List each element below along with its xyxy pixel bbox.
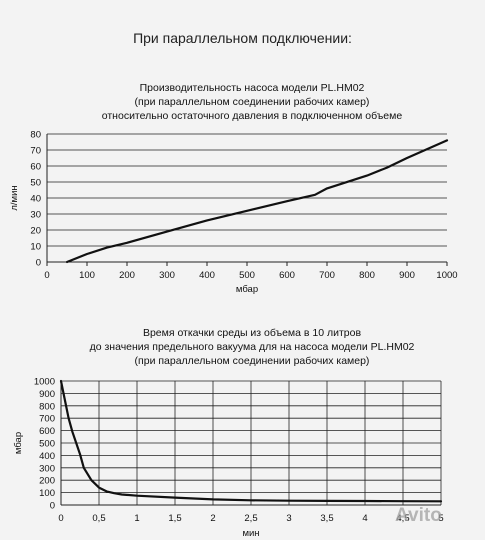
y-tick-label: 1000: [34, 377, 55, 388]
x-axis-label: мин: [242, 528, 259, 539]
page-heading: При параллельном подключении:: [133, 30, 352, 46]
y-tick-label: 0: [50, 501, 55, 512]
y-tick-label: 70: [30, 146, 41, 157]
x-tick-label: 500: [239, 270, 255, 281]
x-tick-label: 200: [119, 270, 135, 281]
x-tick-label: 1: [134, 513, 139, 524]
y-axis-label: мбар: [13, 432, 24, 454]
chart-title-line: до значения предельного вакуума для на н…: [90, 341, 415, 353]
chart-title-line: Время откачки среды из объема в 10 литро…: [143, 327, 362, 339]
x-tick-label: 1,5: [168, 513, 181, 524]
series-line: [65, 139, 449, 264]
x-tick-label: 4,5: [396, 513, 409, 524]
x-tick-label: 0,5: [92, 513, 105, 524]
x-tick-label: 2: [210, 513, 215, 524]
x-tick-label: 100: [79, 270, 95, 281]
avito-watermark: Avito: [395, 505, 442, 526]
chart-pumpdown-time: Время откачки среды из объема в 10 литро…: [13, 327, 444, 539]
x-tick-label: 3: [286, 513, 291, 524]
x-tick-label: 2,5: [244, 513, 257, 524]
y-tick-label: 40: [30, 194, 41, 205]
x-tick-label: 0: [58, 513, 63, 524]
x-tick-label: 1000: [436, 270, 457, 281]
y-tick-label: 50: [30, 178, 41, 189]
x-tick-label: 5: [438, 513, 443, 524]
y-tick-label: 0: [36, 258, 41, 269]
x-tick-label: 900: [399, 270, 415, 281]
y-tick-label: 10: [30, 242, 41, 253]
x-tick-label: 400: [199, 270, 215, 281]
y-tick-label: 60: [30, 162, 41, 173]
y-tick-label: 600: [39, 426, 55, 437]
y-axis-label: л/мин: [9, 185, 20, 210]
x-tick-label: 4: [362, 513, 367, 524]
series-line: [59, 379, 443, 503]
x-tick-label: 300: [159, 270, 175, 281]
chart-title-line: Производительность насоса модели PL.HM02: [140, 82, 365, 94]
chart-title-line: относительно остаточного давления в подк…: [102, 110, 403, 122]
y-tick-label: 20: [30, 226, 41, 237]
y-tick-label: 800: [39, 401, 55, 412]
y-tick-label: 900: [39, 389, 55, 400]
y-tick-label: 400: [39, 451, 55, 462]
x-tick-label: 0: [44, 270, 49, 281]
y-tick-label: 80: [30, 130, 41, 141]
x-tick-label: 3,5: [320, 513, 333, 524]
chart-title-line: (при параллельном соединении рабочих кам…: [135, 355, 370, 367]
x-tick-label: 600: [279, 270, 295, 281]
y-tick-label: 700: [39, 414, 55, 425]
x-tick-label: 700: [319, 270, 335, 281]
y-tick-label: 500: [39, 439, 55, 450]
chart-pump-performance: Производительность насоса модели PL.HM02…: [9, 82, 458, 295]
y-tick-label: 100: [39, 488, 55, 499]
x-axis-label: мбар: [236, 284, 258, 295]
y-tick-label: 300: [39, 463, 55, 474]
y-tick-label: 200: [39, 476, 55, 487]
y-tick-label: 30: [30, 210, 41, 221]
chart-title-line: (при параллельном соединении рабочих кам…: [135, 96, 370, 108]
x-tick-label: 800: [359, 270, 375, 281]
